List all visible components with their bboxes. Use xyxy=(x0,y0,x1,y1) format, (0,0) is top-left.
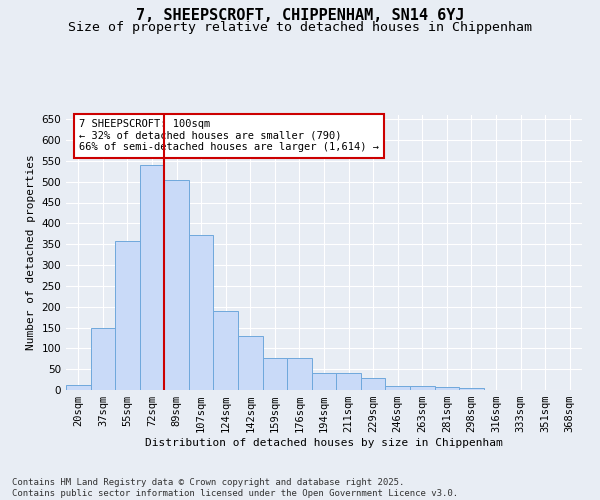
Bar xyxy=(189,234,214,390)
Bar xyxy=(336,374,361,390)
Bar xyxy=(91,328,115,390)
Y-axis label: Number of detached properties: Number of detached properties xyxy=(26,154,36,350)
Bar xyxy=(238,336,263,390)
Bar xyxy=(214,311,238,390)
Bar xyxy=(361,378,385,390)
Bar xyxy=(66,384,91,390)
Bar xyxy=(287,358,312,390)
Text: Size of property relative to detached houses in Chippenham: Size of property relative to detached ho… xyxy=(68,21,532,34)
Bar xyxy=(263,358,287,390)
Bar xyxy=(385,386,410,390)
Bar xyxy=(459,388,484,390)
Text: 7 SHEEPSCROFT: 100sqm
← 32% of detached houses are smaller (790)
66% of semi-det: 7 SHEEPSCROFT: 100sqm ← 32% of detached … xyxy=(79,119,379,152)
Bar xyxy=(434,387,459,390)
Bar xyxy=(410,386,434,390)
Text: Contains HM Land Registry data © Crown copyright and database right 2025.
Contai: Contains HM Land Registry data © Crown c… xyxy=(12,478,458,498)
Bar xyxy=(140,165,164,390)
Bar xyxy=(312,374,336,390)
X-axis label: Distribution of detached houses by size in Chippenham: Distribution of detached houses by size … xyxy=(145,438,503,448)
Text: 7, SHEEPSCROFT, CHIPPENHAM, SN14 6YJ: 7, SHEEPSCROFT, CHIPPENHAM, SN14 6YJ xyxy=(136,8,464,22)
Bar xyxy=(164,180,189,390)
Bar xyxy=(115,241,140,390)
